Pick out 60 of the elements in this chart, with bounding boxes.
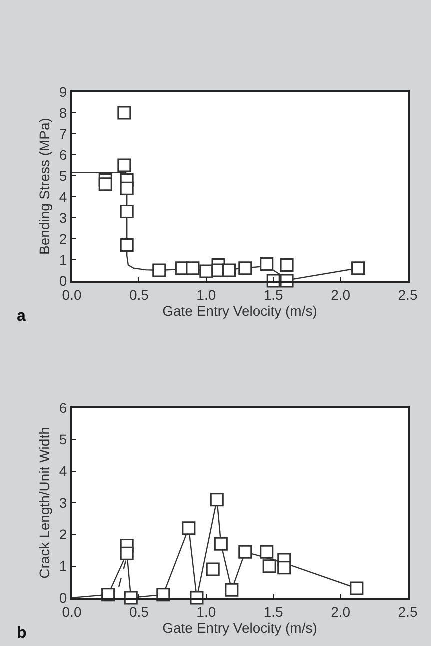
y-tick-label: 1 xyxy=(59,252,68,268)
y-tick-label: 0 xyxy=(59,272,68,289)
point xyxy=(120,182,134,196)
point xyxy=(98,178,112,192)
point xyxy=(206,562,220,576)
point xyxy=(200,264,214,278)
y-axis-title: Crack Length/Unit Width xyxy=(36,427,53,579)
x-tick-label: 1.5 xyxy=(264,286,284,303)
x-tick-label: 2.5 xyxy=(398,604,418,620)
y-tick-label: 3 xyxy=(59,210,68,226)
point xyxy=(260,257,274,271)
point xyxy=(118,106,132,120)
y-tick-label: 7 xyxy=(59,126,68,142)
point xyxy=(280,258,294,272)
y-tick-label: 6 xyxy=(59,400,68,416)
x-tick-label: 0.0 xyxy=(62,604,82,620)
y-tick-label: 5 xyxy=(59,168,68,184)
point xyxy=(210,493,224,507)
x-tick-label: 2.0 xyxy=(331,604,351,620)
point xyxy=(222,264,236,278)
point xyxy=(214,537,228,551)
y-tick-label: 2 xyxy=(59,526,68,543)
x-tick-label: 0.0 xyxy=(62,286,82,303)
point xyxy=(152,264,166,278)
point xyxy=(118,158,132,172)
y-tick-label: 9 xyxy=(59,84,68,100)
x-tick-label: 1.5 xyxy=(264,604,284,620)
point xyxy=(182,522,196,536)
point xyxy=(260,545,274,559)
text: b xyxy=(17,625,27,642)
point xyxy=(350,582,364,596)
x-tick-label: 2.5 xyxy=(398,286,418,303)
y-axis-title: Bending Stress (MPa) xyxy=(36,118,53,255)
x-tick-label: 2.0 xyxy=(331,286,351,303)
text: a xyxy=(17,308,26,325)
point xyxy=(352,262,366,276)
y-tick-label: 5 xyxy=(59,432,68,448)
point xyxy=(225,583,239,597)
point xyxy=(238,262,252,276)
y-tick-label: 0 xyxy=(59,590,68,606)
y-tick-label: 4 xyxy=(59,188,68,205)
x-axis-title: Gate Entry Velocity (m/s) xyxy=(162,302,318,319)
y-tick-label: 4 xyxy=(59,463,68,480)
x-tick-label: 1.0 xyxy=(196,286,216,303)
y-tick-label: 3 xyxy=(59,494,68,511)
y-tick-label: 2 xyxy=(59,230,68,247)
point xyxy=(120,204,134,218)
x-tick-label: 0.5 xyxy=(129,604,150,620)
point xyxy=(238,545,252,559)
point xyxy=(262,560,276,574)
y-tick-label: 6 xyxy=(59,146,68,163)
point xyxy=(120,546,134,560)
x-axis-title: Gate Entry Velocity (m/s) xyxy=(162,620,318,636)
y-tick-label: 8 xyxy=(59,104,68,121)
point xyxy=(186,262,200,276)
x-tick-label: 0.5 xyxy=(129,286,150,303)
point xyxy=(278,561,292,575)
y-tick-label: 1 xyxy=(59,558,68,574)
x-tick-label: 1.0 xyxy=(196,604,216,620)
point xyxy=(120,238,134,252)
